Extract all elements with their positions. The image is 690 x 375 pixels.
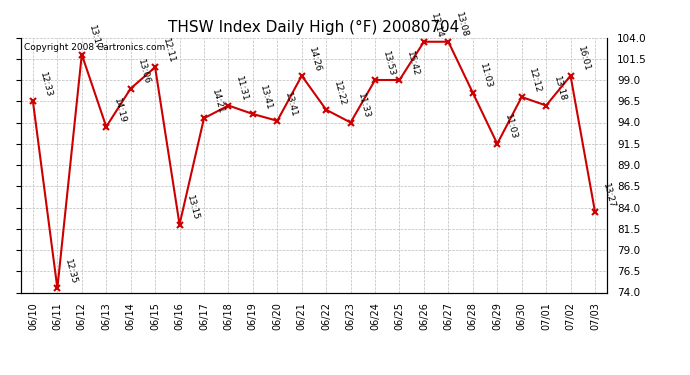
Text: 12:22: 12:22 xyxy=(332,80,347,107)
Text: 13:17: 13:17 xyxy=(88,24,103,52)
Text: 13:53: 13:53 xyxy=(381,50,396,77)
Text: 11:31: 11:31 xyxy=(234,75,249,103)
Text: 12:12: 12:12 xyxy=(527,67,542,94)
Text: 13:15: 13:15 xyxy=(185,194,201,222)
Title: THSW Index Daily High (°F) 20080704: THSW Index Daily High (°F) 20080704 xyxy=(168,20,460,35)
Text: 13:14: 13:14 xyxy=(429,12,445,39)
Text: 13:27: 13:27 xyxy=(600,182,616,209)
Text: 12:11: 12:11 xyxy=(161,37,176,64)
Text: 14:26: 14:26 xyxy=(307,46,323,73)
Text: 12:33: 12:33 xyxy=(39,71,54,99)
Text: 11:33: 11:33 xyxy=(356,92,371,120)
Text: 11:03: 11:03 xyxy=(478,63,494,90)
Text: 13:06: 13:06 xyxy=(136,58,152,86)
Text: 13:41: 13:41 xyxy=(259,84,274,111)
Text: Copyright 2008 Cartronics.com: Copyright 2008 Cartronics.com xyxy=(23,43,165,52)
Text: 13:08: 13:08 xyxy=(454,12,469,39)
Text: 15:42: 15:42 xyxy=(405,50,420,77)
Text: 14:19: 14:19 xyxy=(112,97,127,124)
Text: 13:18: 13:18 xyxy=(552,75,567,103)
Text: 14:21: 14:21 xyxy=(210,88,225,116)
Text: 16:01: 16:01 xyxy=(576,46,591,73)
Text: 11:03: 11:03 xyxy=(503,114,518,141)
Text: 12:35: 12:35 xyxy=(63,258,78,285)
Text: 13:41: 13:41 xyxy=(283,91,298,118)
